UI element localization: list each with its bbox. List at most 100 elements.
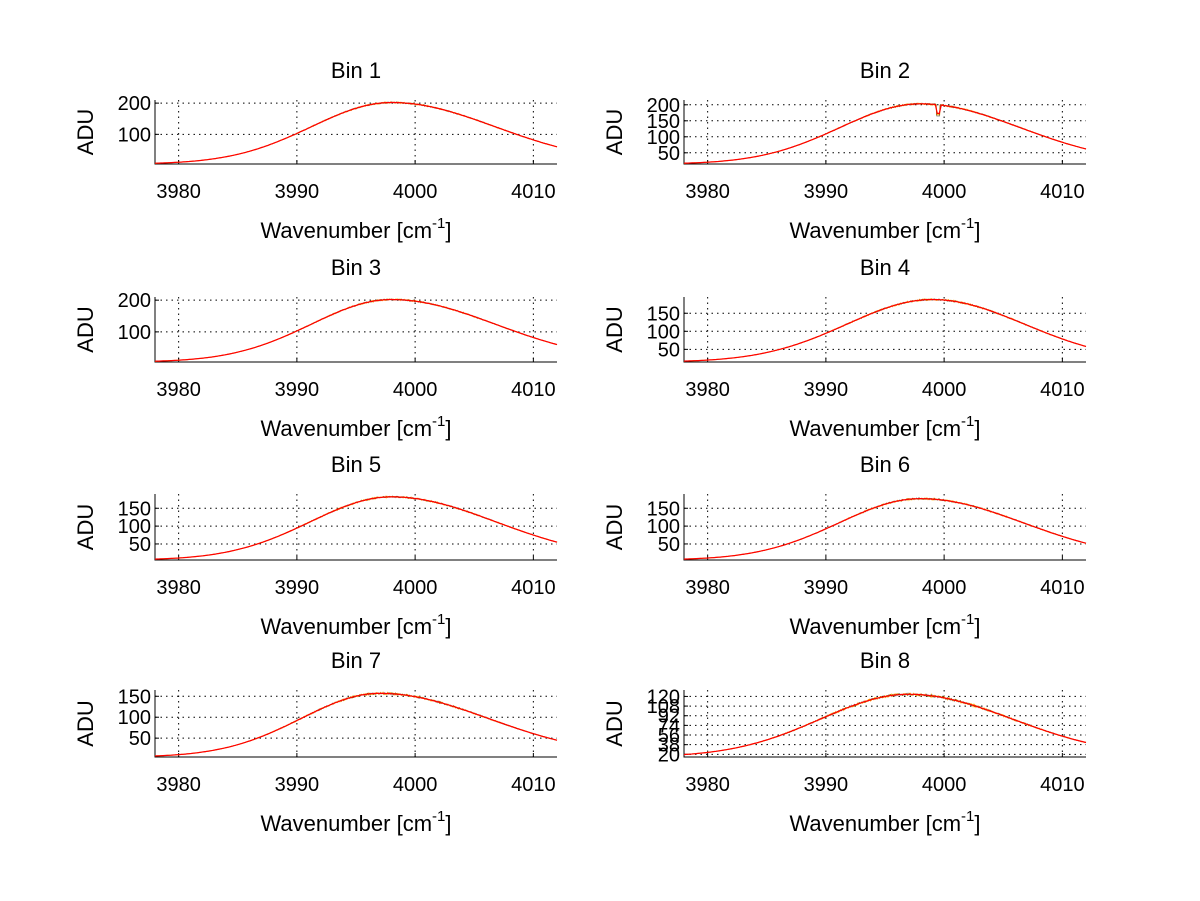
y-tick-label: 200	[647, 95, 680, 117]
x-axis-label-sup: -1	[432, 808, 445, 825]
axes-frame	[154, 100, 557, 165]
x-tick-label: 3980	[685, 181, 730, 203]
x-axis-label: Wavenumber [cm-1]	[260, 611, 451, 639]
y-tick-label: 74	[658, 715, 680, 737]
subplot-title: Bin 2	[860, 58, 910, 83]
y-tick-label: 100	[647, 516, 680, 538]
x-tick-label: 4000	[393, 379, 438, 401]
y-tick-label: 50	[129, 728, 151, 750]
subplot-3: 3980 3990 4000 4010 100 200 Bin 3 Wavenumber [c…	[73, 255, 558, 441]
x-axis-label-text: Wavenumber [cm	[789, 218, 961, 243]
x-axis-label: Wavenumber [cm-1]	[789, 413, 980, 441]
spectrum-noise-line	[155, 495, 558, 560]
y-tick-label: 200	[118, 290, 151, 312]
y-axis-label: ADU	[602, 109, 627, 155]
y-tick-label: 150	[118, 686, 151, 708]
spectrum-line-primary	[683, 498, 1087, 560]
axes-frame	[154, 494, 557, 561]
x-axis-label-close: ]	[974, 614, 980, 639]
x-axis-label: Wavenumber [cm-1]	[260, 413, 451, 441]
x-tick-label: 4010	[1040, 577, 1085, 599]
y-tick-label: 20	[658, 744, 680, 766]
spectrum-noise-line	[684, 497, 1087, 560]
y-axis-label: ADU	[602, 700, 627, 746]
y-axis-label: ADU	[73, 700, 98, 746]
x-axis-label-sup: -1	[432, 611, 445, 628]
x-axis-label-sup: -1	[961, 413, 974, 430]
axes-frame	[154, 297, 557, 363]
x-axis-label-sup: -1	[961, 611, 974, 628]
spectrum-line-primary	[683, 298, 1087, 362]
y-tick-label: 50	[658, 143, 680, 165]
x-tick-label: 4010	[511, 577, 556, 599]
y-tick-label: 50	[658, 339, 680, 361]
x-axis-label-text: Wavenumber [cm	[789, 811, 961, 836]
y-tick-label: 50	[129, 534, 151, 556]
x-tick-label: 3990	[804, 181, 849, 203]
x-axis-label-sup: -1	[432, 413, 445, 430]
y-tick-label: 56	[658, 725, 680, 747]
x-axis-label-text: Wavenumber [cm	[789, 416, 961, 441]
x-axis-label-close: ]	[445, 218, 451, 243]
spectrum-line-secondary	[155, 298, 558, 362]
spectrum-line-primary	[154, 692, 558, 757]
x-axis-label-text: Wavenumber [cm	[260, 614, 432, 639]
axes-frame	[683, 494, 1086, 561]
x-axis-label-close: ]	[974, 218, 980, 243]
x-axis-label-sup: -1	[432, 215, 445, 232]
x-axis-label-close: ]	[445, 614, 451, 639]
x-tick-label: 4010	[511, 774, 556, 796]
y-tick-label: 92	[658, 706, 680, 728]
subplot-title: Bin 7	[331, 648, 381, 673]
x-tick-label: 4000	[922, 379, 967, 401]
y-tick-label: 50	[658, 534, 680, 556]
x-tick-label: 3990	[275, 181, 320, 203]
y-tick-label: 100	[647, 127, 680, 149]
x-tick-label: 3990	[275, 774, 320, 796]
x-tick-label: 4010	[1040, 379, 1085, 401]
x-tick-label: 3980	[685, 577, 730, 599]
x-tick-label: 4010	[1040, 774, 1085, 796]
x-tick-label: 3990	[275, 379, 320, 401]
spectrum-noise-line	[155, 101, 558, 164]
x-tick-label: 4000	[393, 577, 438, 599]
axes-frame	[154, 690, 557, 758]
spectrum-noise-line	[155, 298, 558, 362]
y-axis-label: ADU	[602, 306, 627, 352]
x-axis-label-sup: -1	[961, 808, 974, 825]
x-axis-label-text: Wavenumber [cm	[789, 614, 961, 639]
x-tick-label: 3990	[804, 379, 849, 401]
x-axis-label: Wavenumber [cm-1]	[789, 808, 980, 836]
x-tick-label: 4000	[922, 181, 967, 203]
y-axis-label: ADU	[73, 504, 98, 550]
x-axis-label-text: Wavenumber [cm	[260, 416, 432, 441]
x-tick-label: 3990	[804, 577, 849, 599]
x-tick-label: 3980	[156, 379, 201, 401]
x-axis-label-sup: -1	[961, 215, 974, 232]
subplot-title: Bin 5	[331, 452, 381, 477]
spectrum-line-primary	[683, 693, 1087, 756]
x-axis-label: Wavenumber [cm-1]	[789, 215, 980, 243]
spectrum-line-secondary	[155, 495, 558, 560]
y-tick-label: 100	[118, 516, 151, 538]
x-tick-label: 3980	[685, 379, 730, 401]
y-tick-label: 150	[118, 498, 151, 520]
spectrum-noise-line	[154, 691, 557, 757]
x-tick-label: 3990	[804, 774, 849, 796]
x-axis-label-text: Wavenumber [cm	[260, 811, 432, 836]
spectrum-line-secondary	[155, 101, 558, 164]
x-tick-label: 3980	[156, 181, 201, 203]
y-tick-label: 108	[647, 696, 680, 718]
spectrum-noise-line	[684, 102, 1087, 164]
y-tick-label: 38	[658, 735, 680, 757]
spectrum-line-secondary	[155, 691, 558, 757]
subplot-title: Bin 3	[331, 255, 381, 280]
x-tick-label: 3980	[685, 774, 730, 796]
x-axis-label-close: ]	[974, 416, 980, 441]
